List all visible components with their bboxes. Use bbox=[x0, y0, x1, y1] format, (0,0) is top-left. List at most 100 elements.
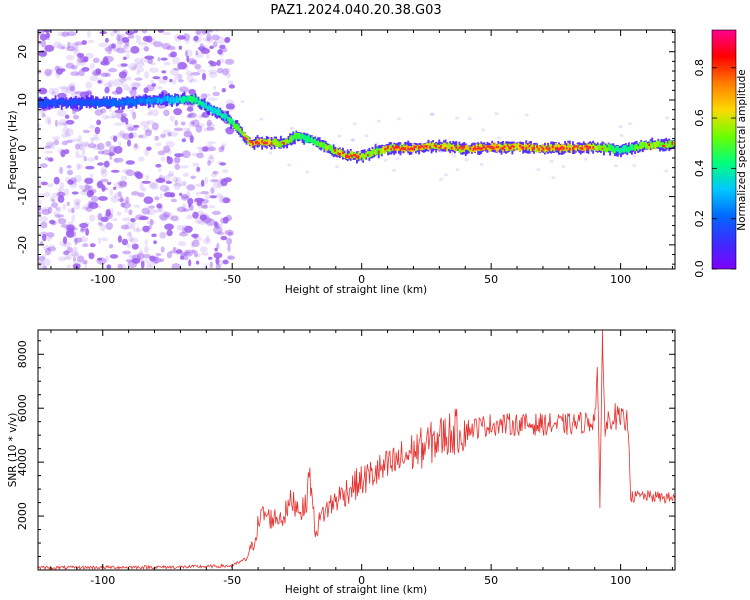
ridge-cell bbox=[648, 143, 650, 146]
spectrogram-x-tick-label: 50 bbox=[484, 273, 498, 286]
noise-speckle bbox=[212, 91, 220, 97]
noise-speckle bbox=[206, 234, 210, 243]
noise-speckle bbox=[159, 231, 167, 239]
noise-speckle bbox=[115, 86, 123, 95]
noise-speckle bbox=[204, 176, 208, 185]
noise-speckle bbox=[122, 250, 132, 255]
ridge-cell bbox=[607, 143, 610, 151]
noise-speckle bbox=[119, 34, 123, 43]
ridge-cell bbox=[621, 146, 624, 153]
noise-speckle bbox=[186, 89, 191, 94]
noise-speckle bbox=[201, 252, 209, 256]
noise-speckle bbox=[180, 255, 185, 260]
noise-speckle bbox=[195, 30, 202, 35]
noise-speckle bbox=[194, 217, 203, 224]
ridge-cell bbox=[489, 146, 492, 149]
ridge-cell bbox=[391, 145, 394, 148]
noise-speckle bbox=[97, 77, 104, 85]
noise-speckle bbox=[138, 216, 149, 221]
noise-speckle bbox=[53, 176, 60, 185]
noise-speckle bbox=[173, 127, 184, 132]
noise-speckle bbox=[226, 106, 234, 112]
ridge-cell bbox=[118, 99, 121, 105]
noise-speckle bbox=[105, 209, 111, 217]
noise-speckle bbox=[133, 143, 139, 151]
ridge-cell bbox=[366, 154, 369, 157]
noise-speckle bbox=[222, 47, 228, 53]
noise-speckle bbox=[196, 152, 204, 159]
noise-speckle bbox=[126, 231, 132, 237]
ridge-cell bbox=[53, 100, 55, 107]
ridge-cell bbox=[581, 147, 584, 151]
ridge-cell bbox=[270, 142, 273, 146]
noise-speckle bbox=[97, 80, 102, 84]
noise-speckle bbox=[208, 60, 215, 65]
spectrogram-y-tick-label: -20 bbox=[16, 236, 29, 254]
ridge-cell bbox=[564, 144, 567, 151]
noise-speckle bbox=[113, 135, 118, 142]
noise-speckle bbox=[204, 193, 212, 200]
ridge-cell bbox=[293, 133, 296, 139]
noise-speckle bbox=[207, 141, 216, 145]
noise-speckle bbox=[224, 36, 231, 43]
noise-speckle bbox=[120, 63, 128, 67]
ridge-cell bbox=[155, 96, 158, 104]
noise-speckle bbox=[125, 53, 130, 60]
ridge-cell bbox=[211, 106, 214, 114]
faint-speckle bbox=[452, 154, 457, 158]
noise-speckle bbox=[174, 155, 181, 164]
ridge-cell bbox=[88, 100, 91, 105]
ridge-cell bbox=[568, 147, 571, 151]
ridge-cell bbox=[172, 97, 175, 105]
noise-speckle bbox=[63, 256, 72, 261]
noise-speckle bbox=[150, 182, 159, 190]
noise-speckle bbox=[105, 222, 114, 231]
noise-speckle bbox=[206, 53, 210, 59]
noise-speckle bbox=[89, 202, 99, 206]
ridge-cell bbox=[592, 146, 595, 149]
noise-speckle bbox=[224, 37, 230, 44]
noise-speckle bbox=[65, 86, 75, 95]
noise-speckle bbox=[168, 131, 179, 137]
noise-speckle bbox=[157, 103, 168, 109]
noise-speckle bbox=[209, 195, 217, 199]
noise-speckle bbox=[206, 36, 213, 44]
noise-speckle bbox=[101, 149, 112, 156]
noise-speckle bbox=[151, 122, 159, 131]
noise-speckle bbox=[128, 231, 132, 238]
noise-speckle bbox=[44, 68, 52, 77]
ridge-cell bbox=[147, 97, 150, 102]
noise-speckle bbox=[109, 135, 119, 141]
ridge-cell bbox=[175, 95, 178, 103]
ridge-cell bbox=[99, 100, 102, 106]
ridge-cell bbox=[42, 99, 45, 106]
noise-speckle bbox=[173, 157, 180, 166]
ridge-cell bbox=[216, 108, 219, 116]
noise-speckle bbox=[124, 207, 128, 214]
noise-speckle bbox=[188, 203, 192, 208]
ridge-cell bbox=[60, 98, 63, 105]
noise-speckle bbox=[187, 197, 194, 205]
ridge-cell bbox=[59, 98, 62, 105]
noise-speckle bbox=[186, 74, 194, 82]
faint-speckle bbox=[618, 125, 623, 129]
noise-speckle bbox=[48, 157, 54, 162]
ridge-cell bbox=[627, 146, 630, 153]
noise-speckle bbox=[217, 180, 224, 188]
noise-speckle bbox=[115, 35, 125, 41]
colorbar-title: Normalized spectral amplitude bbox=[736, 69, 748, 230]
noise-speckle bbox=[220, 145, 225, 150]
noise-speckle bbox=[123, 83, 129, 91]
noise-speckle bbox=[38, 256, 46, 262]
noise-speckle bbox=[75, 143, 80, 150]
ridge-cell bbox=[261, 139, 264, 143]
ridge-cell bbox=[399, 144, 402, 151]
ridge-cell bbox=[438, 146, 441, 149]
ridge-cell bbox=[537, 148, 540, 151]
ridge-cell bbox=[433, 144, 436, 149]
spectrogram-x-axis-title: Height of straight line (km) bbox=[285, 284, 427, 296]
ridge-cell bbox=[385, 147, 388, 150]
ridge-cell bbox=[304, 135, 307, 143]
ridge-cell bbox=[472, 148, 475, 151]
